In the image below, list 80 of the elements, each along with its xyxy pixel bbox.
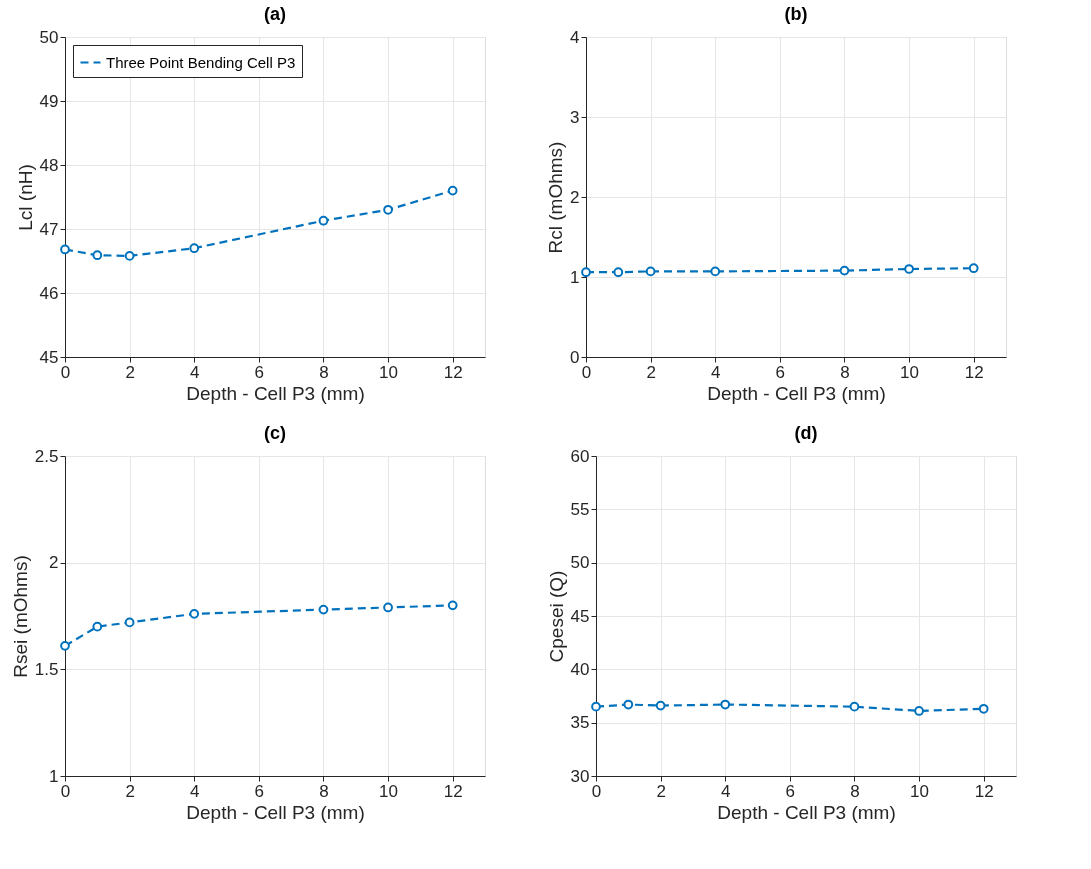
y-tick-label: 30 (570, 766, 590, 786)
x-tick-label: 12 (964, 362, 984, 382)
y-axis-title: Lcl (nH) (14, 164, 36, 231)
point (914, 706, 924, 716)
x-tick-label: 4 (190, 362, 200, 382)
x-axis-title: Depth - Cell P3 (mm) (707, 382, 886, 404)
y-tick-label: 49 (39, 91, 59, 111)
point (124, 251, 135, 261)
chart-title: (c) (264, 423, 286, 443)
legend-label: Three Point Bending Cell P3 (106, 53, 296, 71)
point (318, 215, 329, 226)
point (60, 244, 70, 255)
x-tick-label: 12 (443, 781, 463, 801)
y-axis-title: Rcl (mOhms) (545, 141, 567, 254)
point (655, 700, 666, 711)
x-tick-label: 6 (254, 781, 265, 801)
x-tick-label: 2 (125, 362, 135, 382)
x-tick-label: 10 (900, 362, 920, 382)
y-tick-label: 35 (570, 713, 590, 733)
x-tick-label: 8 (850, 781, 860, 801)
x-axis-title: Depth - Cell P3 (mm) (186, 801, 365, 823)
y-tick-label: 2.5 (34, 446, 59, 466)
x-tick-label: 4 (721, 781, 731, 801)
x-tick-label: 4 (190, 781, 200, 801)
x-tick-label: 12 (974, 781, 994, 801)
chart-title: (b) (784, 4, 808, 24)
point (60, 641, 70, 651)
x-tick-label: 2 (646, 362, 656, 382)
x-tick-label: 4 (711, 362, 721, 382)
y-tick-label: 4 (570, 27, 580, 47)
x-tick-label: 6 (254, 362, 265, 382)
x-tick-label: 8 (319, 362, 329, 382)
point (189, 609, 200, 619)
y-tick-label: 55 (570, 499, 590, 519)
point (92, 621, 103, 632)
y-tick-label: 60 (570, 446, 590, 466)
y-tick-label: 1 (49, 766, 59, 786)
y-tick-label: 40 (570, 659, 590, 679)
x-tick-label: 6 (775, 362, 786, 382)
x-tick-label: 2 (656, 781, 666, 801)
y-axis-title: Rsei (mOhms) (9, 555, 31, 678)
point (383, 204, 393, 215)
point (591, 701, 601, 712)
y-tick-label: 50 (39, 27, 59, 47)
point (124, 617, 135, 628)
point (978, 703, 989, 714)
point (447, 185, 458, 196)
x-tick-label: 6 (785, 781, 796, 801)
y-tick-label: 0 (570, 347, 580, 367)
chart-title: (d) (794, 423, 818, 443)
x-tick-label: 8 (840, 362, 850, 382)
y-tick-label: 1 (570, 267, 580, 287)
point (189, 243, 200, 254)
x-tick-label: 12 (443, 362, 463, 382)
point (623, 699, 634, 710)
y-tick-label: 2 (570, 187, 580, 207)
x-tick-label: 10 (379, 781, 399, 801)
y-tick-label: 50 (570, 553, 590, 573)
y-tick-label: 46 (39, 283, 59, 303)
y-tick-label: 47 (39, 219, 59, 239)
point (720, 699, 731, 710)
point (383, 602, 393, 613)
point (447, 600, 458, 611)
y-tick-label: 48 (39, 155, 59, 175)
x-tick-label: 2 (125, 781, 135, 801)
x-axis-title: Depth - Cell P3 (mm) (186, 382, 365, 404)
y-tick-label: 1.5 (34, 659, 59, 679)
chart-title: (a) (264, 4, 286, 24)
x-tick-label: 10 (910, 781, 930, 801)
y-tick-label: 3 (570, 107, 580, 127)
y-tick-label: 45 (39, 347, 59, 367)
y-tick-label: 45 (570, 606, 590, 626)
point (849, 701, 860, 712)
y-axis-title: Cpesei (Q) (545, 570, 567, 663)
x-tick-label: 8 (319, 781, 329, 801)
point (92, 250, 103, 261)
x-tick-label: 10 (379, 362, 399, 382)
y-tick-label: 2 (49, 553, 59, 573)
x-axis-title: Depth - Cell P3 (mm) (717, 801, 896, 823)
point (318, 604, 329, 615)
